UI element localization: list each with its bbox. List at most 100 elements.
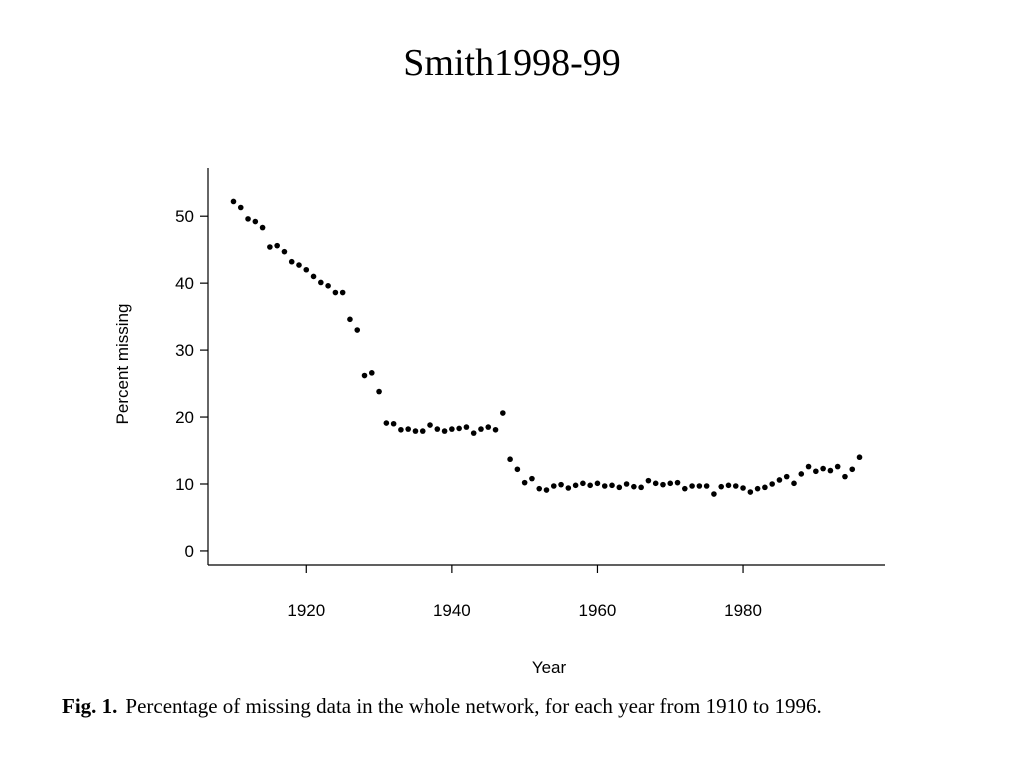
point bbox=[419, 428, 426, 434]
point bbox=[368, 370, 375, 376]
y-tick-label: 40 bbox=[175, 274, 194, 293]
point bbox=[689, 483, 695, 489]
point bbox=[725, 482, 732, 489]
point bbox=[834, 463, 841, 470]
point bbox=[507, 456, 513, 463]
point bbox=[609, 482, 615, 489]
point bbox=[776, 477, 783, 483]
point bbox=[347, 316, 353, 323]
point bbox=[325, 283, 331, 289]
point bbox=[754, 485, 761, 492]
point bbox=[274, 242, 280, 249]
point bbox=[805, 463, 812, 470]
point bbox=[492, 426, 499, 433]
point bbox=[711, 491, 717, 497]
point bbox=[813, 468, 819, 475]
point bbox=[660, 481, 666, 488]
x-tick-label: 1980 bbox=[724, 601, 762, 620]
point bbox=[398, 426, 404, 433]
point bbox=[267, 244, 273, 250]
point bbox=[645, 477, 652, 484]
point bbox=[390, 420, 397, 427]
point bbox=[521, 479, 528, 486]
point bbox=[412, 428, 419, 434]
y-axis-label: Percent missing bbox=[113, 304, 132, 425]
point bbox=[427, 422, 433, 428]
point bbox=[318, 279, 324, 286]
point bbox=[674, 479, 681, 486]
point bbox=[230, 198, 237, 205]
point bbox=[296, 262, 302, 268]
point bbox=[587, 482, 593, 489]
point bbox=[718, 483, 725, 490]
y-tick-label: 0 bbox=[185, 542, 194, 561]
x-tick-label: 1920 bbox=[287, 601, 325, 620]
point bbox=[747, 489, 754, 495]
point bbox=[514, 466, 521, 473]
point bbox=[361, 372, 368, 379]
point bbox=[856, 454, 863, 461]
point bbox=[376, 388, 382, 395]
point bbox=[478, 426, 484, 432]
point bbox=[820, 465, 826, 472]
point bbox=[827, 467, 834, 474]
point bbox=[303, 266, 310, 273]
point bbox=[696, 483, 703, 489]
point bbox=[456, 425, 462, 432]
point bbox=[405, 426, 411, 432]
point bbox=[558, 481, 564, 488]
point bbox=[842, 473, 848, 480]
point bbox=[310, 273, 317, 280]
point bbox=[529, 475, 535, 482]
point bbox=[281, 248, 288, 255]
caption-label: Fig. 1. bbox=[62, 694, 117, 718]
point bbox=[463, 424, 470, 430]
point bbox=[623, 481, 630, 487]
point bbox=[470, 430, 477, 436]
point bbox=[732, 483, 739, 489]
point bbox=[565, 485, 572, 491]
point bbox=[682, 485, 688, 492]
point bbox=[601, 483, 608, 489]
slide-title: Smith1998-99 bbox=[403, 42, 620, 84]
point bbox=[536, 485, 543, 492]
point bbox=[237, 204, 244, 211]
point bbox=[245, 216, 251, 222]
point bbox=[441, 428, 448, 434]
y-tick-label: 10 bbox=[175, 475, 194, 494]
point bbox=[631, 483, 637, 490]
point bbox=[259, 224, 266, 231]
point bbox=[616, 484, 623, 491]
point bbox=[550, 483, 557, 489]
point bbox=[288, 258, 295, 265]
x-axis-label: Year bbox=[532, 658, 567, 677]
y-tick-label: 20 bbox=[175, 408, 194, 427]
caption: Fig. 1. Percentage of missing data in the… bbox=[62, 694, 822, 718]
point bbox=[572, 482, 579, 489]
point bbox=[332, 289, 339, 296]
point bbox=[667, 480, 674, 487]
point bbox=[434, 426, 441, 432]
point bbox=[543, 487, 550, 493]
point bbox=[339, 289, 346, 296]
point bbox=[798, 471, 805, 477]
y-tick-label: 50 bbox=[175, 207, 194, 226]
point bbox=[485, 424, 492, 430]
point bbox=[783, 473, 790, 480]
x-tick-label: 1940 bbox=[433, 601, 471, 620]
y-tick-label: 30 bbox=[175, 341, 194, 360]
x-tick-label: 1960 bbox=[579, 601, 617, 620]
point bbox=[354, 327, 361, 333]
point bbox=[740, 485, 746, 491]
point bbox=[791, 480, 797, 487]
point bbox=[769, 481, 775, 487]
point bbox=[762, 484, 768, 491]
point bbox=[252, 218, 259, 225]
point bbox=[580, 480, 586, 487]
caption-text: Percentage of missing data in the whole … bbox=[125, 694, 821, 718]
point bbox=[594, 480, 601, 487]
point bbox=[638, 484, 644, 491]
point bbox=[849, 466, 856, 473]
point bbox=[500, 410, 506, 416]
